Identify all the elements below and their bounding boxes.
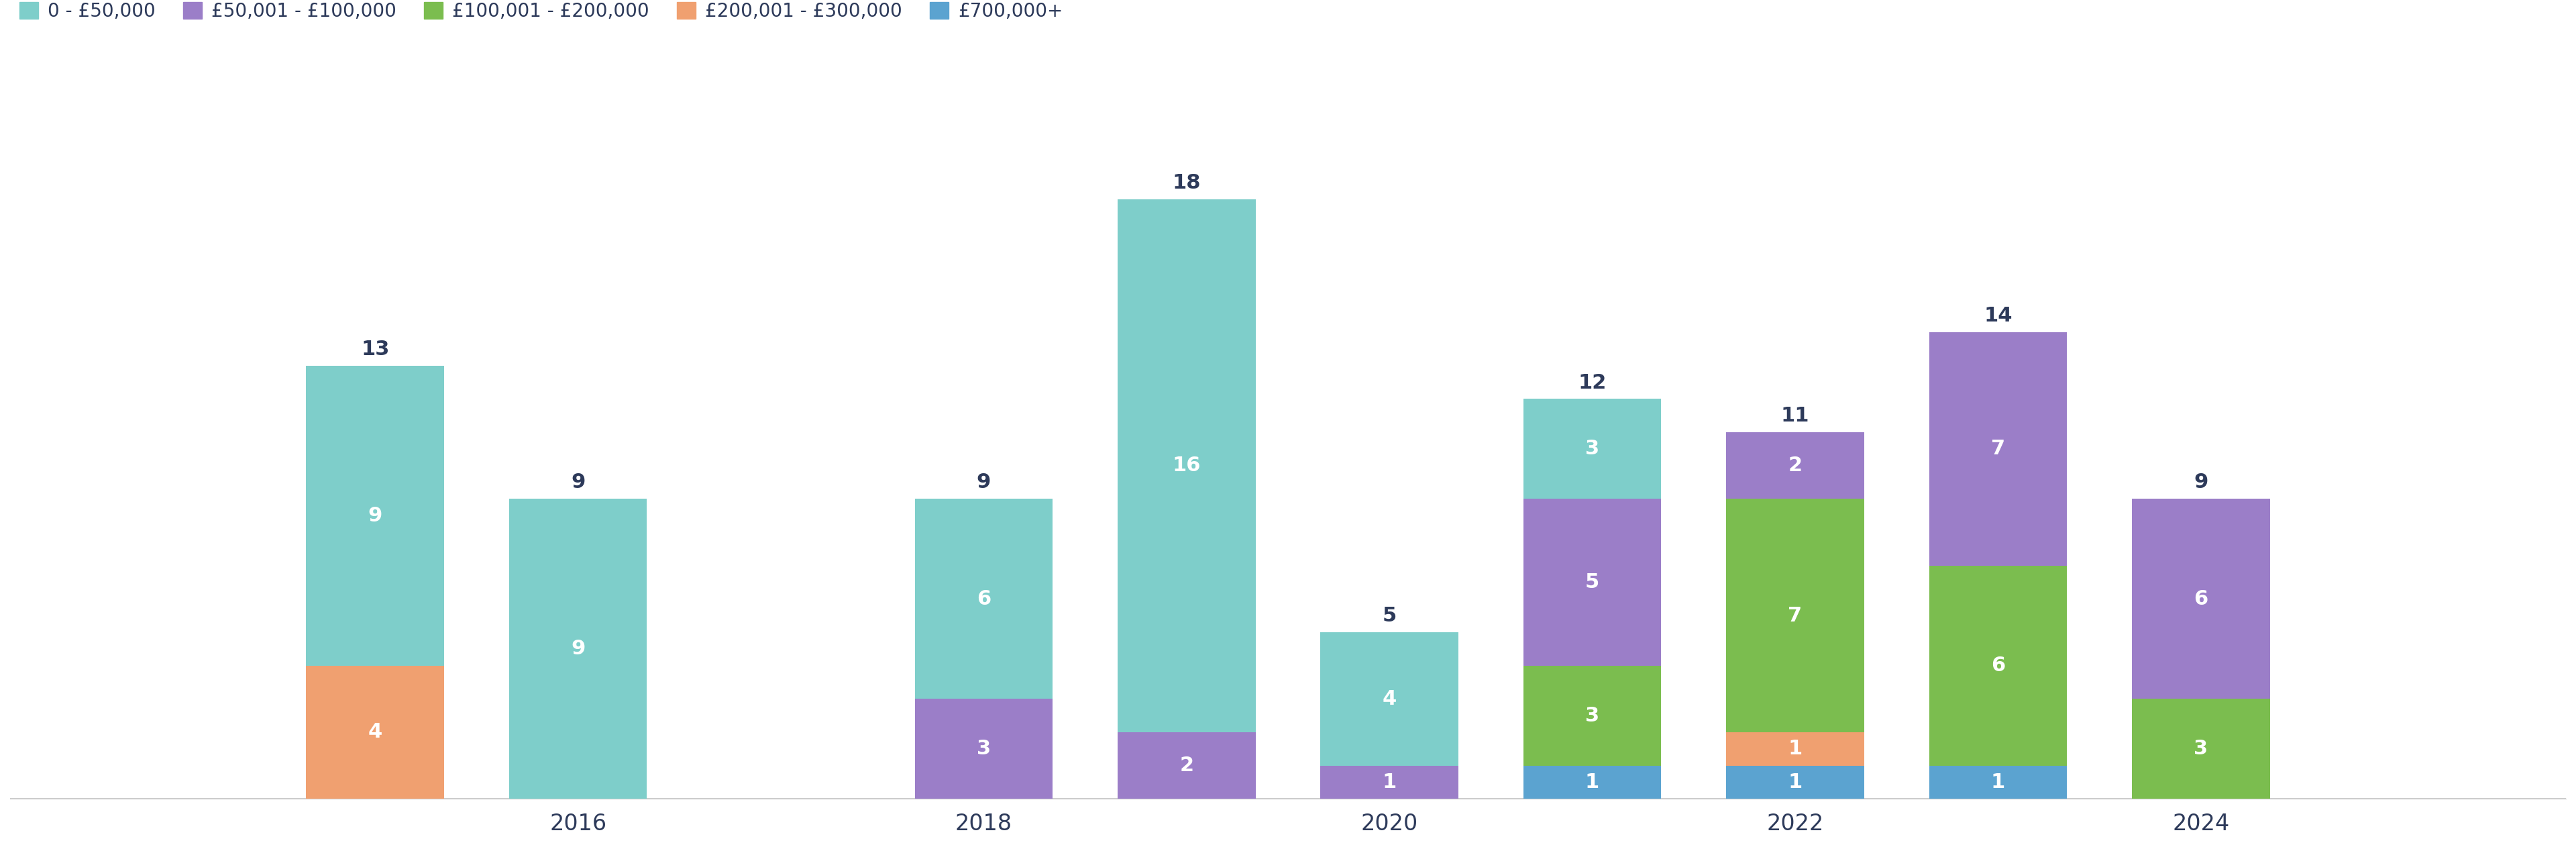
Bar (1726, 766, 1865, 799)
Text: 7: 7 (1788, 606, 1803, 625)
Text: 3: 3 (2195, 739, 2208, 759)
Text: 9: 9 (976, 473, 992, 493)
Bar (1522, 666, 1662, 766)
Text: 2: 2 (1180, 755, 1193, 775)
Text: 4: 4 (368, 722, 381, 742)
Bar (2133, 699, 2269, 799)
Text: 1: 1 (1383, 772, 1396, 792)
Text: 9: 9 (368, 506, 381, 526)
Text: 3: 3 (976, 739, 992, 759)
Text: 1: 1 (1788, 739, 1803, 759)
Text: 13: 13 (361, 340, 389, 359)
Bar (1522, 399, 1662, 499)
Text: 3: 3 (1584, 439, 1600, 459)
Bar (1522, 499, 1662, 666)
Text: 6: 6 (1991, 656, 2004, 675)
Bar (1726, 499, 1865, 732)
Text: 14: 14 (1984, 306, 2012, 325)
Bar (1522, 766, 1662, 799)
Bar (914, 699, 1054, 799)
Text: 2: 2 (1788, 456, 1803, 476)
Bar (914, 499, 1054, 699)
Bar (1929, 565, 2066, 766)
Text: 1: 1 (1584, 772, 1600, 792)
Bar (1929, 766, 2066, 799)
Text: 11: 11 (1780, 406, 1808, 426)
Bar (1726, 433, 1865, 499)
Legend: 0 - £50,000, £50,001 - £100,000, £100,001 - £200,000, £200,001 - £300,000, £700,: 0 - £50,000, £50,001 - £100,000, £100,00… (21, 2, 1064, 20)
Text: 1: 1 (1788, 772, 1803, 792)
Bar (1118, 199, 1255, 732)
Bar (510, 499, 647, 799)
Bar (1118, 732, 1255, 799)
Text: 5: 5 (1383, 606, 1396, 625)
Text: 18: 18 (1172, 173, 1200, 193)
Bar (2133, 499, 2269, 699)
Text: 3: 3 (1584, 706, 1600, 725)
Text: 5: 5 (1584, 573, 1600, 592)
Text: 9: 9 (2195, 473, 2208, 493)
Bar (1321, 632, 1458, 766)
Text: 12: 12 (1579, 373, 1607, 392)
Bar (1726, 732, 1865, 766)
Text: 1: 1 (1991, 772, 2004, 792)
Bar (307, 666, 443, 799)
Bar (1929, 332, 2066, 565)
Text: 9: 9 (572, 473, 585, 493)
Bar (307, 366, 443, 666)
Bar (1321, 766, 1458, 799)
Text: 16: 16 (1172, 456, 1200, 476)
Text: 6: 6 (2195, 589, 2208, 608)
Text: 9: 9 (572, 639, 585, 658)
Text: 6: 6 (976, 589, 992, 608)
Text: 7: 7 (1991, 439, 2004, 459)
Text: 4: 4 (1383, 690, 1396, 709)
